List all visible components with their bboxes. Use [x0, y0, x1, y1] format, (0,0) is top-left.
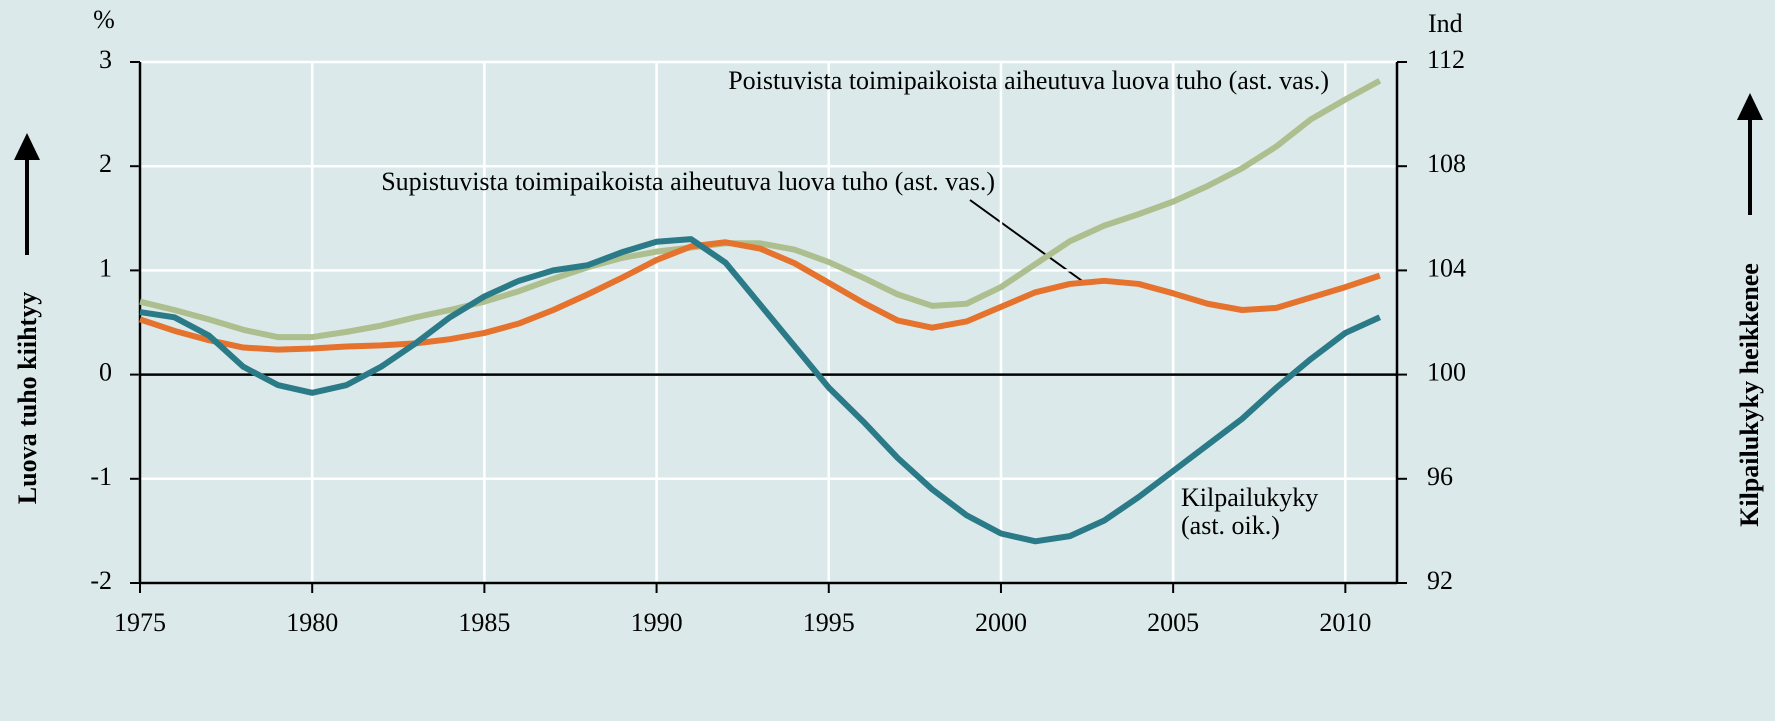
x-tick-label: 1980 — [286, 608, 338, 637]
arrow-left — [14, 133, 40, 255]
y-tick-label: 0 — [99, 358, 112, 387]
x-tick-label: 1985 — [458, 608, 510, 637]
series-label: Kilpailukyky — [1181, 483, 1318, 512]
x-tick-label: 1995 — [803, 608, 855, 637]
y2-tick-label: 112 — [1427, 45, 1465, 74]
y-tick-label: -1 — [90, 462, 112, 491]
y2-tick-label: 108 — [1427, 149, 1466, 178]
x-tick-label: 2005 — [1147, 608, 1199, 637]
y2-axis-title: Kilpailukyky heikkenee — [1735, 263, 1764, 527]
y-tick-label: 2 — [99, 149, 112, 178]
y-tick-label: 3 — [99, 45, 112, 74]
y-tick-label: 1 — [99, 253, 112, 282]
y2-unit: Ind — [1428, 9, 1463, 38]
y2-tick-label: 92 — [1427, 566, 1453, 595]
series-line — [139, 239, 1381, 353]
x-tick-label: 1990 — [631, 608, 683, 637]
annotation: (ast. oik.) — [1181, 511, 1280, 540]
arrow-right — [1737, 93, 1763, 215]
series-label: Poistuvista toimipaikoista aiheutuva luo… — [728, 66, 1329, 95]
x-tick-label: 2000 — [975, 608, 1027, 637]
series-line — [139, 78, 1382, 341]
y2-tick-label: 96 — [1427, 462, 1453, 491]
y-tick-label: -2 — [90, 566, 112, 595]
y2-tick-label: 104 — [1427, 253, 1466, 282]
y2-tick-label: 100 — [1427, 358, 1466, 387]
x-tick-label: 2010 — [1319, 608, 1371, 637]
y-unit: % — [93, 5, 115, 34]
series-line — [139, 236, 1382, 545]
series-label: Supistuvista toimipaikoista aiheutuva lu… — [381, 167, 995, 196]
y-axis-title: Luova tuho kiihtyy — [13, 292, 42, 504]
x-tick-label: 1975 — [114, 608, 166, 637]
